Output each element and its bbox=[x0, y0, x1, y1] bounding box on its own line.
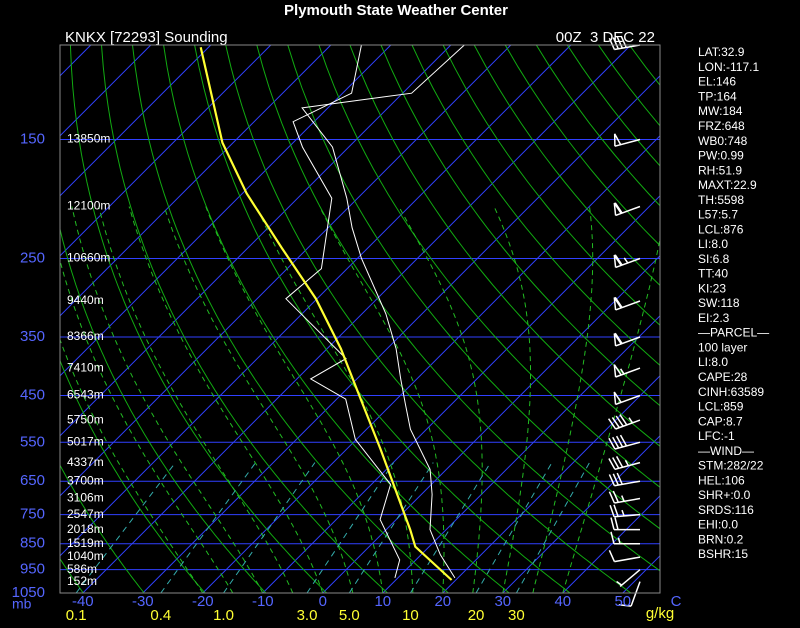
temperature-label: 20 bbox=[434, 593, 451, 610]
station-label: KNKX [72293] Sounding bbox=[65, 29, 228, 46]
stat-line: LI:8.0 bbox=[698, 237, 728, 251]
height-label: 4337m bbox=[67, 455, 104, 469]
title: Plymouth State Weather Center bbox=[284, 2, 508, 19]
stat-line: WB0:748 bbox=[698, 134, 748, 148]
stat-line: EI:2.3 bbox=[698, 311, 730, 325]
stat-line: SI:6.8 bbox=[698, 252, 730, 266]
height-label: 3700m bbox=[67, 473, 104, 487]
temperature-label: -20 bbox=[192, 593, 214, 610]
stat-line: LCL:859 bbox=[698, 400, 744, 414]
stat-line: EHI:0.0 bbox=[698, 518, 738, 532]
stat-line: —PARCEL— bbox=[698, 326, 769, 340]
stat-line: CAPE:28 bbox=[698, 370, 748, 384]
stat-line: LFC:-1 bbox=[698, 429, 735, 443]
stat-line: TT:40 bbox=[698, 267, 728, 281]
stat-line: CINH:63589 bbox=[698, 385, 764, 399]
stat-line: PW:0.99 bbox=[698, 149, 744, 163]
pressure-label: 850 bbox=[20, 535, 45, 552]
stat-line: LCL:876 bbox=[698, 222, 744, 236]
stat-line: LON:-117.1 bbox=[698, 60, 759, 74]
stat-line: MW:184 bbox=[698, 104, 743, 118]
mixing-ratio-label: 3.0 bbox=[297, 607, 318, 623]
pressure-label: 450 bbox=[20, 387, 45, 404]
pressure-unit: mb bbox=[12, 596, 32, 612]
height-label: 10660m bbox=[67, 251, 110, 265]
height-label: 5750m bbox=[67, 412, 104, 426]
height-label: 6543m bbox=[67, 388, 104, 402]
mixing-ratio-label: 10 bbox=[402, 607, 419, 623]
pressure-label: 650 bbox=[20, 472, 45, 489]
height-label: 9440m bbox=[67, 293, 104, 307]
time-label: 00Z 3 DEC 22 bbox=[556, 29, 655, 46]
stat-line: EL:146 bbox=[698, 75, 736, 89]
pressure-label: 950 bbox=[20, 561, 45, 578]
temperature-label: 0 bbox=[319, 593, 327, 610]
height-label: 2018m bbox=[67, 522, 104, 536]
mixing-ratio-unit: g/kg bbox=[646, 605, 674, 622]
stat-line: SHR+:0.0 bbox=[698, 488, 751, 502]
stat-line: CAP:8.7 bbox=[698, 414, 743, 428]
stat-line: LI:8.0 bbox=[698, 355, 728, 369]
pressure-label: 250 bbox=[20, 250, 45, 267]
height-label: 12100m bbox=[67, 199, 110, 213]
stat-line: HEL:106 bbox=[698, 473, 745, 487]
mixing-ratio-label: 0.1 bbox=[66, 607, 87, 623]
stat-line: 100 layer bbox=[698, 340, 747, 354]
mixing-ratio-label: 0.4 bbox=[150, 607, 171, 623]
height-label: 13850m bbox=[67, 132, 110, 146]
stat-line: L57:5.7 bbox=[698, 208, 738, 222]
height-label: 1519m bbox=[67, 536, 104, 550]
mixing-ratio-label: 30 bbox=[508, 607, 525, 623]
height-label: 152m bbox=[67, 574, 97, 588]
height-label: 8366m bbox=[67, 329, 104, 343]
stat-line: BRN:0.2 bbox=[698, 532, 744, 546]
stat-line: —WIND— bbox=[698, 444, 754, 458]
stat-line: STM:282/22 bbox=[698, 459, 764, 473]
temperature-label: 10 bbox=[374, 593, 391, 610]
stat-line: BSHR:15 bbox=[698, 547, 748, 561]
mixing-ratio-label: 20 bbox=[468, 607, 485, 623]
stat-line: RH:51.9 bbox=[698, 163, 742, 177]
temperature-label: -10 bbox=[252, 593, 274, 610]
stat-line: SW:118 bbox=[698, 296, 740, 310]
height-label: 2547m bbox=[67, 507, 104, 521]
stat-line: KI:23 bbox=[698, 281, 726, 295]
height-label: 5017m bbox=[67, 434, 104, 448]
pressure-label: 750 bbox=[20, 506, 45, 523]
mixing-ratio-label: 5.0 bbox=[339, 607, 360, 623]
pressure-label: 550 bbox=[20, 433, 45, 450]
height-label: 3106m bbox=[67, 491, 104, 505]
stat-line: TP:164 bbox=[698, 89, 737, 103]
stat-line: TH:5598 bbox=[698, 193, 744, 207]
temperature-label: 50 bbox=[614, 593, 631, 610]
stat-line: LAT:32.9 bbox=[698, 45, 745, 59]
stat-line: SRDS:116 bbox=[698, 503, 754, 517]
pressure-label: 150 bbox=[20, 130, 45, 147]
pressure-label: 350 bbox=[20, 328, 45, 345]
stat-line: FRZ:648 bbox=[698, 119, 745, 133]
temperature-label: 40 bbox=[554, 593, 571, 610]
mixing-ratio-label: 1.0 bbox=[213, 607, 234, 623]
stat-line: MAXT:22.9 bbox=[698, 178, 757, 192]
height-label: 7410m bbox=[67, 360, 104, 374]
